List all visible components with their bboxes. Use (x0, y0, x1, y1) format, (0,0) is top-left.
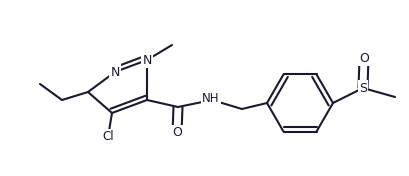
Text: NH: NH (202, 93, 220, 105)
Text: O: O (359, 52, 369, 64)
Text: N: N (142, 54, 152, 67)
Text: S: S (359, 81, 367, 95)
Text: O: O (172, 127, 182, 140)
Text: Cl: Cl (102, 130, 114, 143)
Text: N: N (110, 65, 120, 78)
